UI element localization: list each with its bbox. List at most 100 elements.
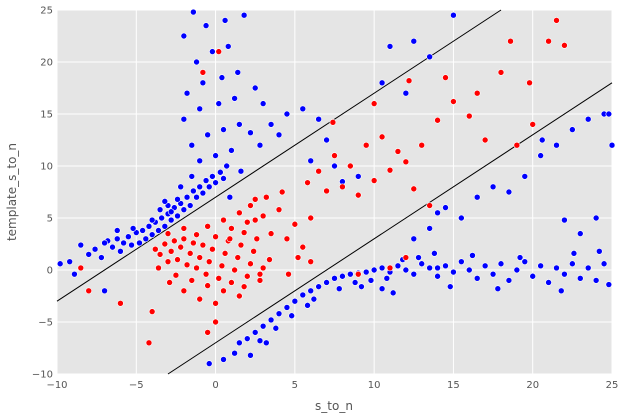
data-point bbox=[209, 173, 216, 180]
data-point bbox=[129, 225, 137, 232]
data-point bbox=[605, 110, 613, 118]
data-point bbox=[418, 141, 426, 149]
data-point bbox=[220, 126, 227, 133]
data-point bbox=[202, 177, 210, 184]
data-point bbox=[215, 275, 223, 282]
data-point bbox=[156, 251, 164, 258]
data-point bbox=[180, 287, 188, 295]
data-point bbox=[505, 188, 513, 196]
data-point bbox=[307, 287, 315, 295]
data-point bbox=[259, 212, 267, 220]
data-point bbox=[236, 339, 243, 347]
data-point bbox=[331, 275, 338, 282]
data-point bbox=[275, 131, 283, 139]
data-point bbox=[402, 254, 410, 261]
data-point bbox=[202, 22, 210, 29]
data-point bbox=[152, 245, 159, 253]
data-point bbox=[347, 162, 354, 170]
data-point bbox=[537, 262, 544, 270]
data-point bbox=[161, 223, 169, 230]
data-point bbox=[71, 270, 78, 278]
data-point bbox=[370, 266, 378, 274]
x-tick-label: −10 bbox=[46, 380, 67, 391]
data-point bbox=[405, 77, 413, 85]
data-point bbox=[450, 11, 457, 19]
data-point bbox=[209, 48, 216, 55]
data-point bbox=[362, 268, 370, 276]
data-point bbox=[236, 121, 243, 128]
data-point bbox=[354, 270, 362, 278]
data-point bbox=[507, 37, 514, 45]
data-point bbox=[526, 79, 533, 87]
data-point bbox=[120, 239, 127, 247]
data-point bbox=[494, 285, 502, 293]
data-point bbox=[426, 202, 433, 209]
data-point bbox=[410, 235, 418, 243]
data-point bbox=[190, 239, 197, 247]
data-point bbox=[442, 262, 449, 270]
data-point bbox=[288, 312, 295, 320]
data-point bbox=[256, 277, 264, 284]
y-tick-label: 0 bbox=[47, 266, 53, 277]
data-point bbox=[299, 291, 307, 299]
data-point bbox=[256, 141, 264, 149]
data-point bbox=[190, 8, 197, 16]
data-point bbox=[570, 250, 578, 257]
data-point bbox=[247, 351, 254, 359]
data-point bbox=[331, 152, 338, 159]
x-tick-label: −5 bbox=[129, 380, 144, 391]
data-point bbox=[378, 133, 386, 141]
data-point bbox=[202, 270, 210, 278]
data-point bbox=[315, 167, 322, 175]
data-point bbox=[347, 270, 354, 278]
data-point bbox=[196, 254, 204, 261]
data-point bbox=[263, 193, 270, 201]
data-point bbox=[569, 260, 576, 268]
data-point bbox=[596, 247, 603, 255]
data-point bbox=[378, 79, 386, 87]
data-point bbox=[545, 37, 552, 45]
data-point bbox=[161, 240, 169, 248]
data-point bbox=[148, 216, 156, 224]
data-point bbox=[148, 308, 156, 315]
data-point bbox=[171, 237, 178, 245]
y-tick-label: 25 bbox=[40, 6, 53, 17]
data-point bbox=[299, 243, 307, 251]
data-point bbox=[243, 335, 251, 342]
data-point bbox=[139, 227, 146, 234]
data-point bbox=[212, 299, 219, 307]
data-point bbox=[275, 206, 283, 213]
y-axis-label: template_s_to_n bbox=[5, 143, 19, 241]
data-point bbox=[253, 235, 261, 243]
data-point bbox=[188, 141, 196, 149]
data-point bbox=[177, 183, 184, 191]
data-point bbox=[426, 264, 433, 272]
data-point bbox=[237, 241, 245, 249]
data-point bbox=[434, 272, 441, 280]
data-point bbox=[204, 329, 211, 336]
data-point bbox=[256, 270, 264, 278]
data-point bbox=[367, 277, 375, 284]
data-point bbox=[247, 202, 254, 209]
data-point bbox=[426, 225, 433, 232]
data-point bbox=[465, 112, 473, 120]
data-point bbox=[592, 277, 600, 284]
data-point bbox=[283, 304, 291, 311]
data-point bbox=[553, 141, 560, 149]
data-point bbox=[267, 316, 275, 324]
data-point bbox=[521, 258, 529, 265]
data-point bbox=[339, 272, 346, 280]
data-point bbox=[212, 233, 219, 241]
data-point bbox=[166, 279, 173, 286]
data-point bbox=[259, 100, 267, 107]
data-point bbox=[180, 225, 188, 232]
data-point bbox=[205, 258, 213, 265]
x-axis-label: s_to_n bbox=[315, 399, 353, 413]
data-point bbox=[473, 275, 481, 282]
data-point bbox=[193, 58, 200, 66]
data-point bbox=[283, 235, 291, 243]
data-point bbox=[469, 252, 476, 259]
data-point bbox=[172, 271, 180, 279]
data-point bbox=[148, 231, 156, 238]
data-point bbox=[278, 188, 286, 196]
